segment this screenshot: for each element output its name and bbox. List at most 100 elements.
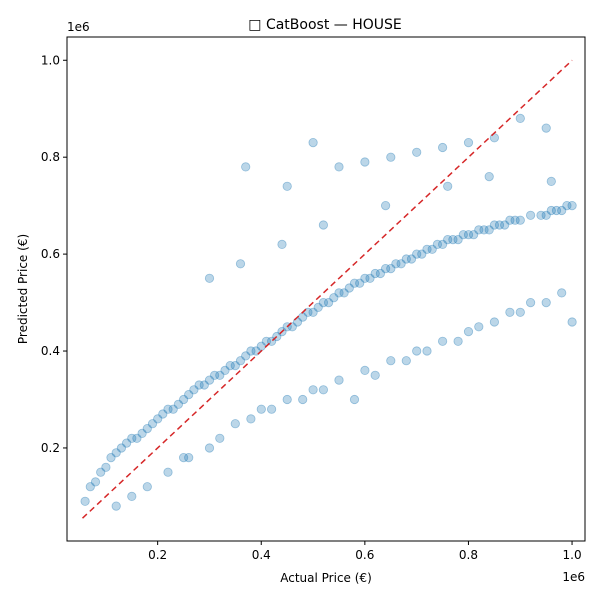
data-point bbox=[235, 259, 246, 269]
data-point bbox=[360, 365, 370, 375]
y-tick-label: 0.8 bbox=[41, 150, 60, 164]
data-point bbox=[235, 356, 246, 366]
y-tick-label: 1.0 bbox=[41, 53, 60, 67]
data-point bbox=[142, 423, 152, 434]
data-point bbox=[365, 273, 375, 283]
data-point bbox=[101, 462, 111, 472]
data-point bbox=[184, 389, 194, 400]
data-point bbox=[349, 278, 360, 288]
data-point bbox=[541, 210, 551, 220]
data-point bbox=[505, 307, 515, 317]
data-point bbox=[562, 201, 572, 211]
data-point bbox=[334, 162, 344, 172]
data-point bbox=[567, 201, 577, 211]
data-point bbox=[256, 404, 266, 414]
data-points bbox=[80, 113, 577, 511]
data-point bbox=[323, 297, 334, 308]
data-point bbox=[474, 322, 484, 332]
y-tick-label: 0.4 bbox=[41, 344, 60, 358]
data-point bbox=[417, 249, 427, 259]
plot-frame bbox=[66, 36, 586, 542]
data-point bbox=[132, 433, 142, 443]
data-point bbox=[370, 268, 380, 279]
data-point bbox=[557, 205, 567, 216]
x-offset-label: 1e6 bbox=[562, 570, 585, 584]
data-point bbox=[525, 210, 536, 220]
data-point bbox=[494, 220, 505, 230]
data-point bbox=[158, 409, 168, 419]
data-point bbox=[318, 385, 328, 395]
y-axis: 0.2 0.4 0.6 0.8 1.0 bbox=[41, 53, 67, 455]
data-point bbox=[334, 375, 344, 385]
data-point bbox=[557, 288, 567, 298]
data-point bbox=[147, 419, 158, 429]
data-point bbox=[163, 467, 173, 477]
data-point bbox=[510, 215, 520, 225]
data-point bbox=[380, 263, 391, 274]
data-point bbox=[334, 288, 344, 298]
data-point bbox=[515, 113, 525, 124]
data-point bbox=[546, 205, 556, 216]
data-point bbox=[396, 259, 406, 269]
y-axis-title: Predicted Price (€) bbox=[16, 234, 30, 344]
data-point bbox=[189, 385, 199, 395]
data-point bbox=[339, 288, 349, 298]
data-point bbox=[448, 235, 458, 245]
data-point bbox=[142, 482, 152, 492]
data-point bbox=[204, 273, 215, 283]
data-point bbox=[318, 297, 328, 308]
data-point bbox=[479, 225, 489, 235]
data-point bbox=[432, 239, 442, 249]
data-point bbox=[355, 278, 365, 288]
data-point bbox=[308, 385, 318, 395]
data-point bbox=[246, 414, 256, 424]
data-point bbox=[463, 230, 474, 240]
data-point bbox=[484, 172, 494, 182]
data-point bbox=[349, 394, 360, 405]
data-point bbox=[173, 399, 183, 409]
chart-title: □ CatBoost — HOUSE bbox=[248, 17, 401, 33]
data-point bbox=[179, 394, 189, 405]
data-point bbox=[401, 356, 411, 366]
data-point bbox=[541, 297, 551, 308]
y-tick-label: 0.2 bbox=[41, 441, 60, 455]
data-point bbox=[541, 123, 551, 133]
data-point bbox=[153, 414, 163, 424]
data-point bbox=[551, 205, 562, 216]
data-point bbox=[484, 225, 494, 235]
data-point bbox=[241, 162, 251, 172]
data-point bbox=[370, 370, 380, 380]
data-point bbox=[500, 220, 510, 230]
data-point bbox=[122, 438, 132, 448]
data-point bbox=[380, 201, 391, 211]
data-point bbox=[179, 452, 189, 463]
data-point bbox=[215, 370, 225, 380]
data-point bbox=[111, 448, 121, 458]
reference-line bbox=[81, 59, 573, 519]
data-point bbox=[85, 482, 95, 492]
data-point bbox=[515, 215, 525, 225]
data-point bbox=[375, 268, 385, 279]
data-point bbox=[422, 244, 432, 254]
data-point bbox=[277, 239, 287, 249]
data-point bbox=[96, 467, 106, 477]
data-point bbox=[505, 215, 515, 225]
data-point bbox=[215, 433, 225, 443]
data-point bbox=[515, 307, 525, 317]
data-point bbox=[116, 443, 127, 453]
x-tick-label: 0.6 bbox=[355, 548, 374, 562]
data-point bbox=[313, 302, 323, 312]
data-point bbox=[412, 346, 422, 356]
data-point bbox=[567, 317, 577, 327]
data-point bbox=[220, 365, 230, 375]
data-point bbox=[412, 249, 422, 259]
data-point bbox=[463, 138, 474, 148]
data-point bbox=[308, 138, 318, 148]
data-point bbox=[194, 380, 204, 390]
data-point bbox=[386, 152, 396, 162]
y-tick-label: 0.6 bbox=[41, 247, 60, 261]
data-point bbox=[546, 176, 556, 186]
data-point bbox=[90, 477, 101, 487]
data-point bbox=[80, 496, 90, 506]
